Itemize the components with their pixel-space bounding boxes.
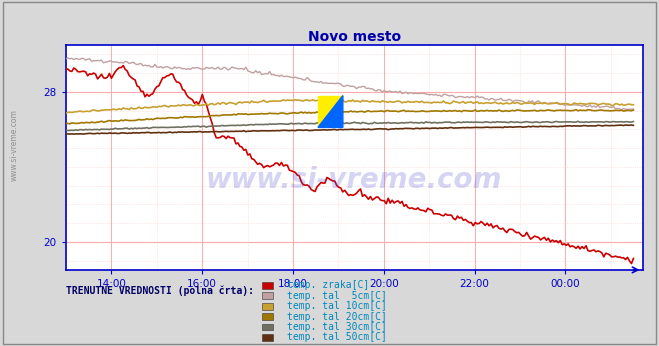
Text: www.si-vreme.com: www.si-vreme.com — [10, 109, 19, 181]
Title: Novo mesto: Novo mesto — [308, 30, 401, 44]
Text: temp. tal 30cm[C]: temp. tal 30cm[C] — [287, 322, 387, 332]
Text: TRENUTNE VREDNOSTI (polna črta):: TRENUTNE VREDNOSTI (polna črta): — [66, 285, 254, 296]
Text: temp. tal  5cm[C]: temp. tal 5cm[C] — [287, 291, 387, 301]
Text: temp. tal 10cm[C]: temp. tal 10cm[C] — [287, 301, 387, 311]
Polygon shape — [318, 95, 343, 127]
Text: temp. zraka[C]: temp. zraka[C] — [287, 281, 369, 290]
Text: www.si-vreme.com: www.si-vreme.com — [206, 166, 502, 194]
Polygon shape — [318, 95, 343, 127]
Text: temp. tal 20cm[C]: temp. tal 20cm[C] — [287, 312, 387, 321]
Text: temp. tal 50cm[C]: temp. tal 50cm[C] — [287, 333, 387, 342]
